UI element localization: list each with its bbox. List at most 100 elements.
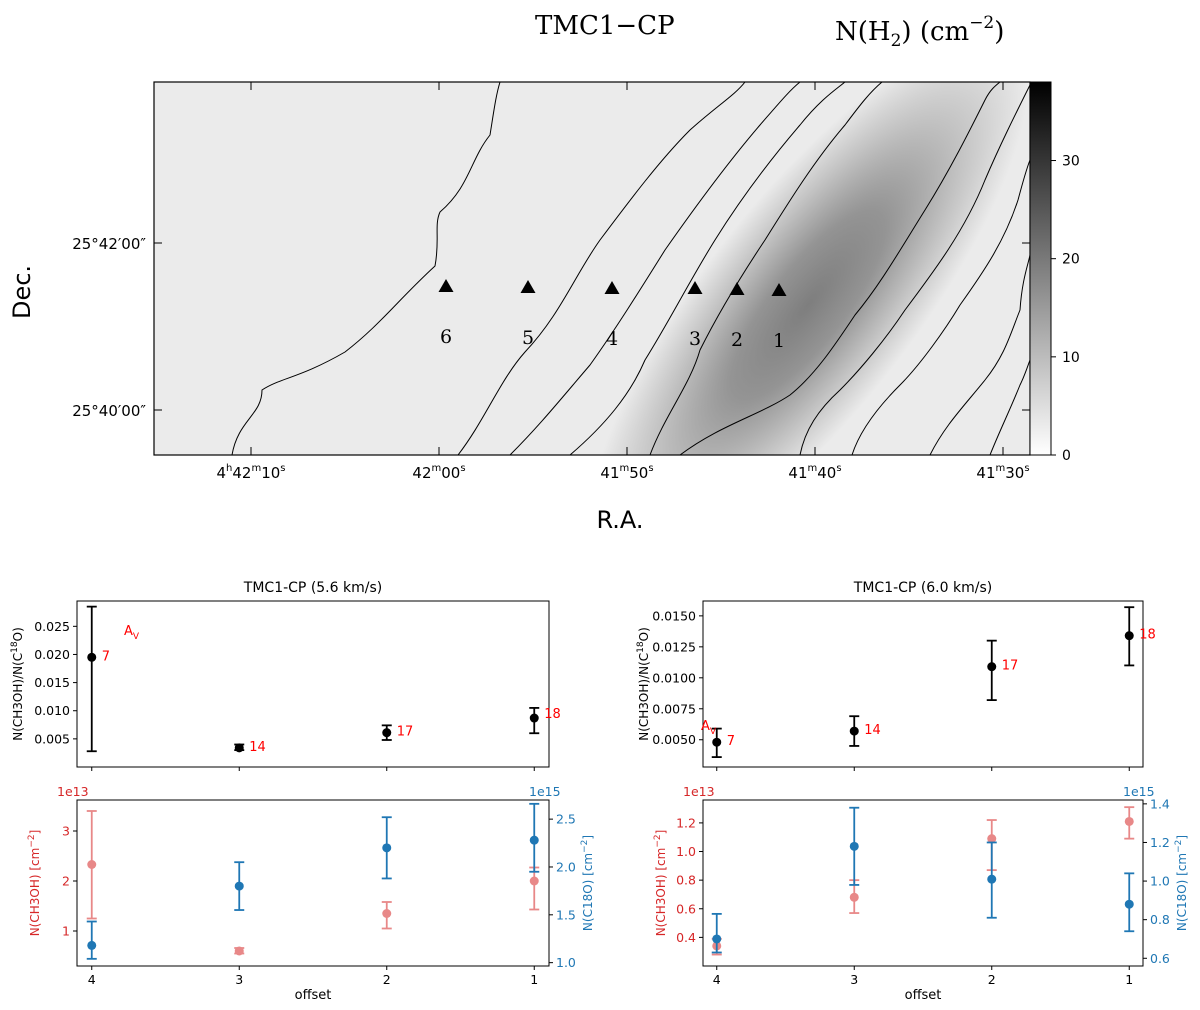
c18o-point — [234, 881, 244, 891]
ratio-point — [712, 737, 722, 747]
ratio-panel-frame — [702, 600, 1144, 768]
c18o-offset-label: 1e15 — [1123, 784, 1155, 799]
c18o-y-tick-label: 1.2 — [1150, 835, 1170, 850]
ratio-y-tick-label: 0.0050 — [652, 732, 696, 747]
av-value-label: 14 — [249, 740, 266, 755]
ch3oh-offset-label: 1e13 — [57, 784, 89, 799]
c18o-y-tick-label: 1.0 — [556, 955, 576, 970]
av-value-label: 18 — [1139, 628, 1156, 643]
c18o-point — [529, 835, 539, 845]
map-points: 1 2 3 4 5 6 — [438, 279, 787, 352]
ch3oh-y-axis-label: N(CH3OH) [cm−2] — [27, 830, 42, 937]
colorbar-title: N(H2) (cm−2) — [835, 13, 1004, 51]
ch3oh-y-tick-label: 0.8 — [676, 873, 696, 888]
c18o-y-tick-label: 1.5 — [556, 907, 576, 922]
density-panel-frame — [76, 799, 550, 967]
map-x-ticks — [250, 82, 1004, 455]
ra-tick-label: 41m40s — [788, 463, 841, 482]
c18o-point — [849, 841, 859, 851]
map-x-tick-labels: 4h42m10s 42m00s 41m50s 41m40s 41m30s — [216, 463, 1029, 482]
ch3oh-y-tick-label: 0.4 — [676, 930, 696, 945]
ratio-y-tick-label: 0.0150 — [652, 608, 696, 623]
density-panel-frame — [702, 799, 1144, 967]
ratio-y-tick-label: 0.0100 — [652, 670, 696, 685]
density-x-tick-label: 1 — [530, 972, 538, 987]
c18o-y-axis-label: N(C18O) [cm−2] — [580, 835, 595, 931]
ra-tick-label: 4h42m10s — [216, 463, 285, 482]
density-x-tick-label: 4 — [88, 972, 96, 987]
map-title: TMC1−CP — [535, 11, 675, 41]
ch3oh-y-tick-label: 0.6 — [676, 901, 696, 916]
ch3oh-y-tick-label: 1.2 — [676, 815, 696, 830]
map-panel: TMC1−CP N(H2) (cm−2) 1 2 3 4 5 6 — [8, 11, 1080, 534]
av-value-label: 14 — [864, 723, 881, 738]
ch3oh-point — [234, 946, 244, 956]
ch3oh-point — [87, 860, 97, 869]
c18o-point — [87, 940, 97, 950]
ratio-y-tick-label: 0.010 — [34, 703, 70, 718]
offset-position-marker — [771, 283, 787, 296]
ratio-point — [87, 652, 97, 662]
c18o-y-tick-label: 0.6 — [1150, 951, 1170, 966]
dec-tick-label: 25°40′00″ — [72, 402, 146, 420]
c18o-y-tick-label: 1.4 — [1150, 796, 1170, 811]
map-x-axis-label: R.A. — [596, 506, 643, 534]
av-annotation: AV — [124, 624, 140, 642]
ch3oh-marker-group — [1124, 806, 1135, 840]
ratio-panel-frame — [76, 600, 550, 768]
c18o-point — [987, 874, 997, 884]
density-x-tick-label: 4 — [713, 972, 721, 987]
colorbar-ticks: 0 10 20 30 — [1051, 154, 1080, 464]
offset-position-marker — [604, 281, 620, 294]
offset-position-label: 2 — [731, 329, 743, 351]
offset-position-label: 5 — [522, 327, 534, 349]
offset-position-label: 1 — [773, 330, 785, 352]
c18o-offset-label: 1e15 — [529, 784, 561, 799]
map-y-ticks — [154, 242, 1030, 411]
offset-position-marker — [687, 281, 703, 294]
av-value-label: 7 — [727, 734, 735, 749]
c18o-y-tick-label: 2.0 — [556, 859, 576, 874]
ratio-y-tick-label: 0.015 — [34, 675, 70, 690]
colorbar-tick-label: 10 — [1062, 350, 1080, 366]
c18o-y-axis-label: N(C18O) [cm−2] — [1174, 835, 1189, 931]
ch3oh-marker-group — [86, 810, 97, 920]
c18o-y-tick-label: 0.8 — [1150, 912, 1170, 927]
ratio-y-axis-label: N(CH3OH)/N(C18O) — [636, 627, 651, 741]
ratio-panel: TMC1-CP (6.0 km/s) 0.0050 0.0075 0.0100 0.01… — [636, 580, 1156, 771]
h2-contours — [231, 82, 1030, 455]
ratio-point — [987, 662, 997, 672]
c18o-point — [1124, 899, 1134, 909]
av-value-label: 7 — [102, 649, 110, 664]
ra-tick-label: 41m30s — [976, 463, 1029, 482]
ch3oh-point — [382, 909, 392, 918]
ch3oh-y-tick-label: 3 — [62, 824, 70, 839]
c18o-point — [382, 843, 392, 853]
offset-position-marker — [438, 279, 454, 292]
density-x-tick-label: 1 — [1125, 972, 1133, 987]
c18o-y-tick-label: 1.0 — [1150, 874, 1170, 889]
density-x-axis-label: offset — [905, 988, 942, 1003]
av-annotation: AV — [701, 719, 717, 737]
ra-tick-label: 41m50s — [600, 463, 653, 482]
bottom-panels: TMC1-CP (5.6 km/s) 0.005 0.010 0.015 0.020 0.… — [10, 580, 1189, 1003]
ratio-point — [849, 726, 859, 736]
density-x-tick-label: 3 — [850, 972, 858, 987]
column-density-panel: 4 3 2 1 offset 0.4 0.6 0.8 1.0 1.2 1e13 N(CH3OH) [c… — [653, 784, 1189, 1003]
ratio-point — [1124, 631, 1134, 641]
density-x-tick-label: 3 — [235, 972, 243, 987]
column-density-panel: 4 3 2 1 offset 1 2 3 1e13 N(CH3OH) [cm−2] 1.0 1.5 2.… — [27, 784, 595, 1003]
ratio-y-axis-label: N(CH3OH)/N(C18O) — [10, 627, 25, 741]
offset-position-label: 4 — [606, 328, 618, 350]
c18o-y-tick-label: 2.5 — [556, 812, 576, 827]
ratio-point — [382, 728, 392, 738]
ratio-y-tick-label: 0.0075 — [652, 701, 696, 716]
av-value-label: 17 — [1002, 659, 1019, 674]
density-x-axis-label: offset — [295, 988, 332, 1003]
ratio-point — [234, 743, 244, 753]
av-value-label: 17 — [397, 725, 414, 740]
density-x-tick-label: 2 — [988, 972, 996, 987]
ch3oh-marker-group — [234, 946, 245, 956]
ch3oh-point — [1124, 816, 1134, 826]
